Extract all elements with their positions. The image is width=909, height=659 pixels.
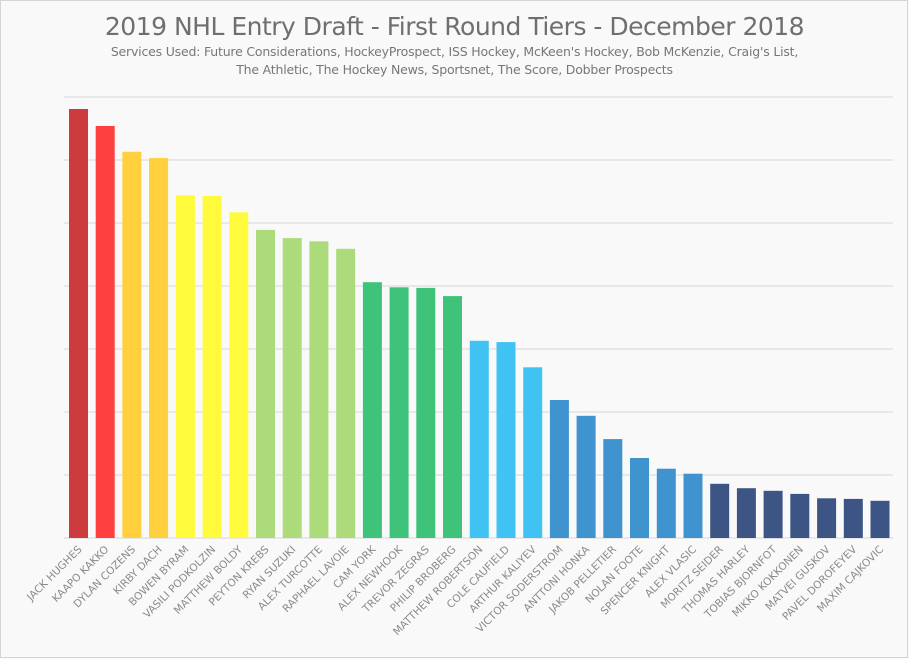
bar-moritz-seider xyxy=(710,483,730,538)
bar-ryan-suzuki xyxy=(282,238,302,538)
bar-trevor-zegras xyxy=(416,287,436,538)
bar-arthur-kaliyev xyxy=(523,367,543,538)
bar-kaapo-kakko xyxy=(95,126,115,538)
bar-bowen-byram xyxy=(175,195,195,539)
bar-anttoni-honka xyxy=(576,415,596,538)
bar-alex-newhook xyxy=(389,287,409,538)
chart-title: 2019 NHL Entry Draft - First Round Tiers… xyxy=(104,12,805,41)
bar-alex-vlasic xyxy=(683,473,703,538)
bar-kirby-dach xyxy=(149,158,169,538)
bar-philip-broberg xyxy=(443,296,462,538)
bar-nolan-foote xyxy=(630,458,649,538)
bar-victor-soderstrom xyxy=(549,400,569,538)
bar-matvei-guskov xyxy=(817,498,837,538)
bar-tobias-bjornfot xyxy=(763,490,783,539)
bar-raphael-lavoie xyxy=(336,248,356,539)
bar-peyton-krebs xyxy=(256,229,275,538)
bar-dylan-cozens xyxy=(122,151,142,539)
bar-cole-caufield xyxy=(496,342,516,538)
bar-cam-york xyxy=(362,282,382,538)
bar-thomas-harley xyxy=(736,488,756,538)
bar-mikko-kokkonen xyxy=(790,493,810,538)
bar-maxim-cajkovic xyxy=(870,500,890,538)
bar-spencer-knight xyxy=(656,468,676,538)
bar-jack-hughes xyxy=(69,109,88,538)
bar-jakob-pelletier xyxy=(603,439,623,538)
bar-matthew-robertson xyxy=(469,340,489,538)
chart-subtitle-line-1: Services Used: Future Considerations, Ho… xyxy=(110,44,799,59)
bar-alex-turcotte xyxy=(309,241,329,539)
bar-matthew-boldy xyxy=(229,212,249,539)
bars xyxy=(69,109,890,539)
bar-pavel-dorofeyev xyxy=(843,498,863,538)
bar-vasili-podkolzin xyxy=(202,195,222,538)
chart-subtitle-line-2: The Athletic, The Hockey News, Sportsnet… xyxy=(236,62,673,77)
